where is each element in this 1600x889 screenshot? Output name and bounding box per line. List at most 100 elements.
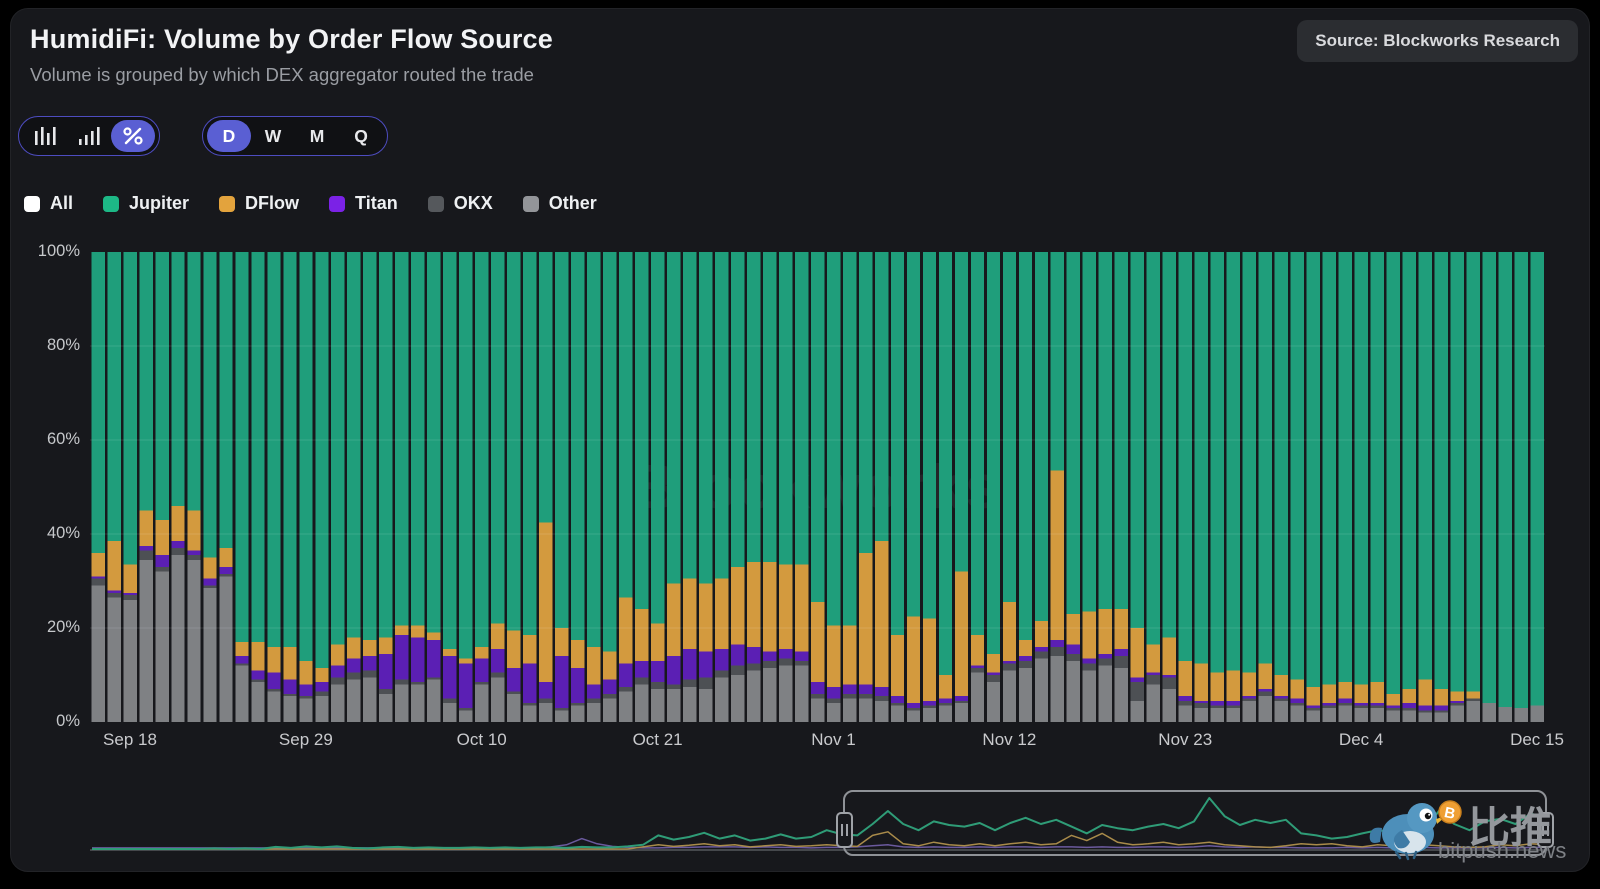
bar-segment[interactable] — [1290, 705, 1304, 722]
bar-segment[interactable] — [906, 616, 921, 704]
bar-segment[interactable] — [443, 703, 457, 722]
bar-segment[interactable] — [794, 660, 809, 666]
rising-bar-chart-button[interactable] — [67, 120, 111, 152]
bar-segment[interactable] — [938, 703, 953, 706]
bar-segment[interactable] — [954, 696, 969, 701]
bar-segment[interactable] — [874, 686, 889, 697]
bar-segment[interactable] — [1226, 707, 1241, 722]
bar-segment[interactable] — [1162, 689, 1177, 722]
bar-segment[interactable] — [555, 707, 569, 711]
bar-segment[interactable] — [970, 252, 985, 636]
bar-segment[interactable] — [1194, 707, 1209, 722]
bar-segment[interactable] — [603, 252, 617, 652]
bar-segment[interactable] — [379, 252, 393, 638]
bar-segment[interactable] — [1450, 700, 1464, 704]
bar-segment[interactable] — [1002, 670, 1017, 722]
bar-segment[interactable] — [874, 696, 889, 701]
bar-segment[interactable] — [810, 252, 825, 603]
bar-segment[interactable] — [107, 590, 121, 593]
period-button-q[interactable]: Q — [354, 125, 368, 146]
bar-segment[interactable] — [187, 559, 201, 722]
bar-segment[interactable] — [171, 505, 185, 542]
bar-segment[interactable] — [1354, 703, 1368, 706]
bar-segment[interactable] — [1178, 252, 1193, 661]
bar-segment[interactable] — [619, 252, 633, 598]
bar-segment[interactable] — [1306, 705, 1320, 708]
bar-segment[interactable] — [475, 658, 489, 683]
bar-segment[interactable] — [235, 642, 249, 657]
bar-segment[interactable] — [1034, 252, 1049, 621]
bar-segment[interactable] — [858, 693, 873, 699]
bar-segment[interactable] — [1434, 712, 1448, 722]
bar-segment[interactable] — [347, 679, 361, 722]
bar-segment[interactable] — [91, 585, 105, 722]
bar-segment[interactable] — [1242, 698, 1256, 701]
bar-segment[interactable] — [1194, 703, 1209, 708]
bar-segment[interactable] — [1210, 705, 1225, 708]
bar-segment[interactable] — [203, 588, 217, 722]
bar-segment[interactable] — [1370, 705, 1384, 708]
bar-segment[interactable] — [1434, 710, 1448, 713]
bar-segment[interactable] — [219, 548, 233, 567]
bar-segment[interactable] — [571, 703, 585, 706]
bar-segment[interactable] — [1498, 252, 1512, 707]
bar-segment[interactable] — [1146, 684, 1161, 722]
bar-segment[interactable] — [1258, 696, 1272, 722]
bar-segment[interactable] — [363, 670, 377, 678]
bar-segment[interactable] — [1146, 252, 1161, 645]
bar-segment[interactable] — [1450, 252, 1464, 692]
bar-segment[interactable] — [299, 684, 313, 697]
bar-segment[interactable] — [1322, 703, 1336, 706]
bar-segment[interactable] — [379, 689, 393, 694]
bar-segment[interactable] — [331, 665, 345, 678]
bar-segment[interactable] — [267, 252, 281, 647]
bar-segment[interactable] — [299, 696, 313, 699]
bar-segment[interactable] — [1018, 667, 1033, 722]
bar-segment[interactable] — [603, 693, 617, 699]
bar-segment[interactable] — [1258, 252, 1272, 664]
bar-segment[interactable] — [539, 522, 553, 683]
bar-segment[interactable] — [651, 682, 665, 690]
bar-segment[interactable] — [1466, 700, 1480, 722]
bar-segment[interactable] — [1402, 252, 1416, 690]
bar-segment[interactable] — [1402, 703, 1416, 708]
bar-segment[interactable] — [651, 623, 665, 661]
bar-segment[interactable] — [1130, 677, 1145, 683]
bar-segment[interactable] — [1002, 663, 1017, 671]
bar-segment[interactable] — [1274, 675, 1288, 697]
bar-segment[interactable] — [667, 689, 681, 722]
bar-segment[interactable] — [1322, 684, 1336, 704]
bar-segment[interactable] — [810, 602, 825, 683]
bar-segment[interactable] — [635, 252, 649, 610]
bar-segment[interactable] — [315, 691, 329, 697]
bar-segment[interactable] — [682, 578, 697, 650]
bar-segment[interactable] — [1146, 675, 1161, 685]
bar-segment[interactable] — [235, 252, 249, 643]
bar-segment[interactable] — [954, 571, 969, 697]
bar-segment[interactable] — [123, 599, 137, 722]
bar-segment[interactable] — [91, 578, 105, 586]
bar-segment[interactable] — [1114, 667, 1129, 722]
bar-segment[interactable] — [1162, 675, 1177, 678]
bar-segment[interactable] — [555, 656, 569, 708]
bar-segment[interactable] — [587, 698, 601, 704]
bar-segment[interactable] — [1354, 707, 1368, 722]
bar-segment[interactable] — [1210, 672, 1225, 701]
bar-segment[interactable] — [651, 660, 665, 683]
bar-segment[interactable] — [1290, 252, 1304, 680]
bar-segment[interactable] — [1242, 696, 1256, 699]
bar-segment[interactable] — [1162, 677, 1177, 690]
bar-segment[interactable] — [1034, 620, 1049, 647]
bar-segment[interactable] — [906, 710, 921, 722]
bar-segment[interactable] — [395, 684, 409, 722]
bar-segment[interactable] — [1034, 658, 1049, 722]
bar-segment[interactable] — [986, 653, 1001, 673]
navigator-mini-chart[interactable] — [88, 792, 1550, 856]
bar-segment[interactable] — [1450, 703, 1464, 706]
bar-segment[interactable] — [1418, 679, 1432, 706]
bar-segment[interactable] — [411, 684, 425, 722]
bar-segment[interactable] — [1274, 700, 1288, 722]
bar-segment[interactable] — [491, 677, 505, 722]
bar-segment[interactable] — [730, 252, 745, 567]
bar-segment[interactable] — [491, 649, 505, 673]
